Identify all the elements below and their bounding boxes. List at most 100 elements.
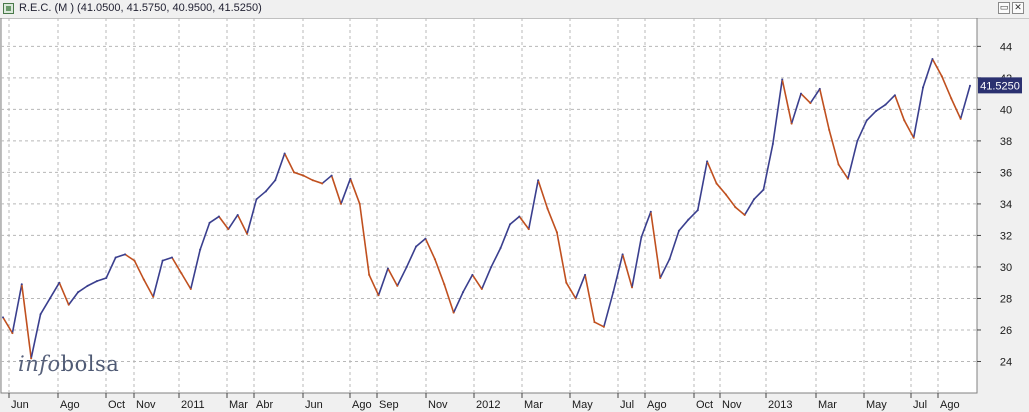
series-point <box>358 202 361 205</box>
series-point <box>612 291 615 294</box>
series-segment <box>358 203 370 275</box>
series-segment <box>903 120 915 139</box>
series-point <box>687 218 690 221</box>
restore-window-icon: ▭ <box>999 3 1009 13</box>
series-segment <box>349 178 361 205</box>
series-segment <box>959 85 971 120</box>
x-tick-label: Jun <box>11 399 29 411</box>
series-point <box>584 273 587 276</box>
series-segment <box>20 284 32 359</box>
series-segment <box>490 247 502 268</box>
x-tick-label: May <box>572 399 593 411</box>
series-point <box>152 295 155 298</box>
series-segment <box>162 256 173 262</box>
series-segment <box>725 193 736 208</box>
series-segment <box>875 103 886 112</box>
x-tick-label: Jul <box>620 399 634 411</box>
series-segment <box>527 180 539 230</box>
x-tick-label: Mar <box>818 399 837 411</box>
x-tick-label: Oct <box>108 399 125 411</box>
series-point <box>377 294 380 297</box>
series-segment <box>368 274 380 296</box>
series-point <box>142 278 145 281</box>
series-segment <box>621 254 633 288</box>
series-point <box>189 288 192 291</box>
series-segment <box>753 189 765 200</box>
close-button[interactable]: ✕ <box>1012 2 1024 14</box>
series-segment <box>809 88 821 104</box>
series-point <box>386 267 389 270</box>
price-chart[interactable]: 2426283032343638404244JunAgoOctNov2011Ma… <box>0 18 1029 412</box>
y-tick-label: 28 <box>1000 293 1012 305</box>
x-tick-label: Nov <box>428 399 448 411</box>
series-segment <box>743 198 755 216</box>
series-layer <box>2 57 971 360</box>
series-point <box>527 228 530 231</box>
series-segment <box>856 120 868 142</box>
series-segment <box>866 110 877 121</box>
y-tick-label: 30 <box>1000 262 1012 274</box>
series-segment <box>594 321 605 328</box>
series-segment <box>124 253 135 262</box>
series-segment <box>415 237 426 248</box>
series-point <box>537 179 540 182</box>
series-segment <box>800 93 811 104</box>
series-point <box>875 109 878 112</box>
series-segment <box>471 274 483 290</box>
series-segment <box>255 190 267 200</box>
x-tick-label: Mar <box>524 399 543 411</box>
series-point <box>396 284 399 287</box>
x-tick-label: 2011 <box>181 399 205 411</box>
series-segment <box>377 268 389 296</box>
series-point <box>809 102 812 105</box>
series-point <box>837 163 840 166</box>
series-segment <box>209 215 220 224</box>
series-point <box>11 332 14 335</box>
x-tick-label: 2012 <box>476 399 500 411</box>
x-tick-label: Ago <box>940 399 960 411</box>
x-tick-label: Jul <box>913 399 927 411</box>
series-point <box>246 232 249 235</box>
series-segment <box>340 178 352 205</box>
series-segment <box>950 98 962 120</box>
y-tick-label: 34 <box>1000 199 1012 211</box>
series-point <box>574 297 577 300</box>
series-segment <box>509 215 520 226</box>
series-segment <box>537 180 549 209</box>
series-segment <box>912 87 924 138</box>
series-point <box>349 177 352 180</box>
series-segment <box>847 140 859 179</box>
series-point <box>818 87 821 90</box>
series-point <box>940 75 943 78</box>
series-point <box>443 283 446 286</box>
series-segment <box>574 274 586 299</box>
brand-part-info: info <box>18 352 61 376</box>
series-point <box>424 237 427 240</box>
series-point <box>283 152 286 155</box>
series-point <box>86 284 89 287</box>
series-point <box>621 253 624 256</box>
series-point <box>593 321 596 324</box>
series-point <box>30 357 33 360</box>
x-tick-label: May <box>866 399 887 411</box>
series-point <box>208 221 211 224</box>
series-segment <box>227 214 239 230</box>
x-tick-label: Nov <box>722 399 742 411</box>
series-segment <box>39 298 51 315</box>
series-segment <box>152 260 164 298</box>
brand-part-bolsa: bolsa <box>60 352 120 376</box>
series-segment <box>424 238 436 260</box>
series-segment <box>2 316 14 334</box>
series-point <box>715 182 718 185</box>
series-point <box>199 248 202 251</box>
last-price-label: 41.5250 <box>980 80 1020 92</box>
series-point <box>903 119 906 122</box>
series-point <box>114 256 117 259</box>
series-segment <box>236 214 248 235</box>
x-tick-label: 2013 <box>768 399 792 411</box>
series-point <box>321 182 324 185</box>
restore-button[interactable]: ▭ <box>998 2 1010 14</box>
series-point <box>339 202 342 205</box>
series-point <box>180 272 183 275</box>
series-segment <box>199 222 211 250</box>
